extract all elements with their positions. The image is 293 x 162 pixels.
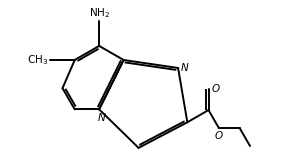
Text: CH$_3$: CH$_3$	[27, 53, 48, 67]
Text: N: N	[181, 63, 189, 73]
Text: NH$_2$: NH$_2$	[88, 6, 110, 19]
Text: N: N	[98, 113, 106, 123]
Text: O: O	[212, 84, 219, 94]
Text: O: O	[215, 131, 223, 141]
